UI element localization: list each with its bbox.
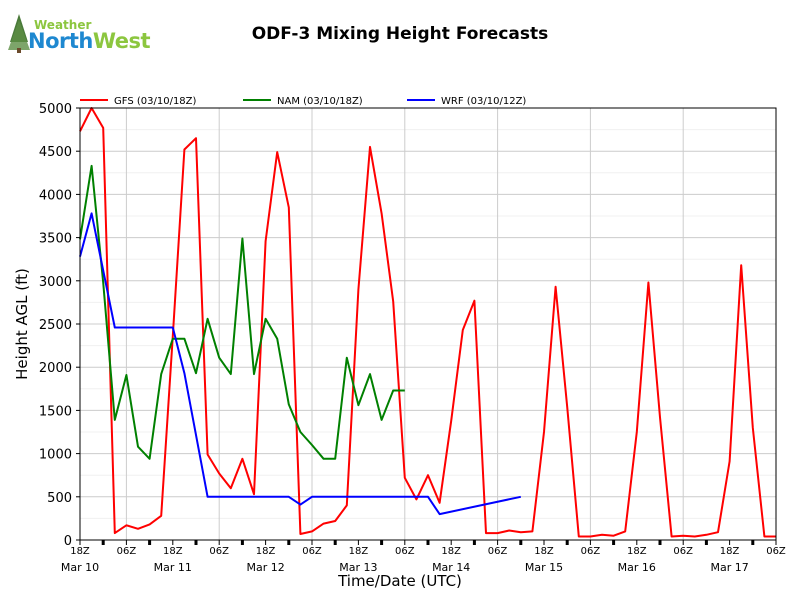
logo-northwest-text: NorthWest (28, 29, 151, 53)
legend-label: WRF (03/10/12Z) (441, 96, 526, 107)
y-tick-label: 0 (64, 534, 72, 549)
x-tick-label: 18Z (349, 546, 369, 557)
x-tick-label: 06Z (488, 546, 508, 557)
y-tick-label: 5000 (39, 102, 72, 117)
tree-icon (8, 14, 30, 53)
x-tick-label: 06Z (673, 546, 693, 557)
y-tick-label: 4000 (39, 188, 72, 203)
x-date-label: Mar 16 (618, 561, 656, 574)
x-tick-label: 06Z (302, 546, 322, 557)
logo-weather-text: Weather (34, 18, 92, 32)
x-tick-label: 06Z (117, 546, 137, 557)
weathernorthwest-logo: Weather NorthWest (4, 10, 151, 56)
x-tick-label: 18Z (70, 546, 90, 557)
x-tick-label: 18Z (627, 546, 647, 557)
y-tick-label: 2500 (39, 318, 72, 333)
series-line-nam (79, 164, 405, 460)
x-date-label: Mar 14 (432, 561, 470, 574)
series-lines (79, 107, 776, 538)
logo-north-text: North (28, 29, 93, 53)
logo-west-text: West (92, 29, 151, 53)
y-tick-label: 2000 (39, 361, 72, 376)
x-tick-label: 18Z (534, 546, 554, 557)
y-tick-label: 3000 (39, 275, 72, 290)
x-tick-label: 18Z (256, 546, 276, 557)
x-date-label: Mar 10 (61, 561, 99, 574)
x-date-label: Mar 15 (525, 561, 563, 574)
y-tick-label: 1500 (39, 404, 72, 419)
legend-label: GFS (03/10/18Z) (114, 96, 197, 107)
x-date-label: Mar 17 (710, 561, 748, 574)
y-axis-label: Height AGL (ft) (13, 268, 31, 380)
axes: 0 500 1000 1500 2000 2500 3000 3500 4000 4500 5000… (39, 102, 786, 574)
x-tick-label: 18Z (163, 546, 183, 557)
series-line-gfs (79, 107, 776, 538)
x-tick-label: 06Z (209, 546, 229, 557)
chart-title: ODF-3 Mixing Height Forecasts (251, 24, 549, 44)
y-tick-label: 3500 (39, 232, 72, 247)
series-line-wrf (79, 212, 522, 516)
x-tick-label: 06Z (581, 546, 601, 557)
legend-label: NAM (03/10/18Z) (277, 96, 363, 107)
x-date-label: Mar 12 (246, 561, 284, 574)
legend: GFS (03/10/18Z) NAM (03/10/18Z) WRF (03/10… (80, 96, 526, 107)
x-tick-label: 06Z (395, 546, 415, 557)
x-tick-label: 18Z (441, 546, 461, 557)
y-tick-label: 4500 (39, 145, 72, 160)
x-axis-label: Time/Date (UTC) (337, 572, 462, 590)
x-date-label: Mar 13 (339, 561, 377, 574)
y-tick-label: 500 (47, 491, 72, 506)
y-tick-label: 1000 (39, 448, 72, 463)
x-tick-label: 18Z (720, 546, 740, 557)
x-tick-label: 06Z (766, 546, 786, 557)
x-date-label: Mar 11 (154, 561, 192, 574)
